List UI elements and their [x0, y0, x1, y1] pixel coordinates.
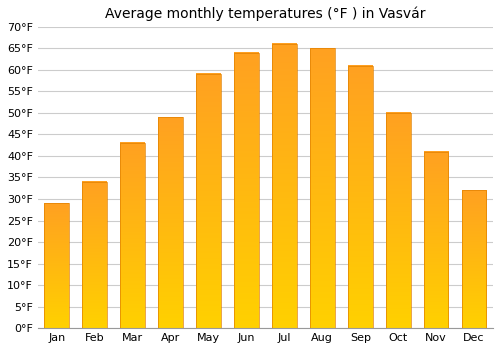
Bar — [386, 113, 410, 328]
Title: Average monthly temperatures (°F ) in Vasvár: Average monthly temperatures (°F ) in Va… — [105, 7, 426, 21]
Bar — [234, 52, 259, 328]
Bar — [462, 190, 486, 328]
Bar — [272, 44, 296, 328]
Bar — [424, 152, 448, 328]
Bar — [44, 203, 69, 328]
Bar — [310, 48, 334, 328]
Bar — [120, 143, 145, 328]
Bar — [158, 117, 183, 328]
Bar — [196, 74, 221, 328]
Bar — [348, 65, 372, 328]
Bar — [82, 182, 107, 328]
